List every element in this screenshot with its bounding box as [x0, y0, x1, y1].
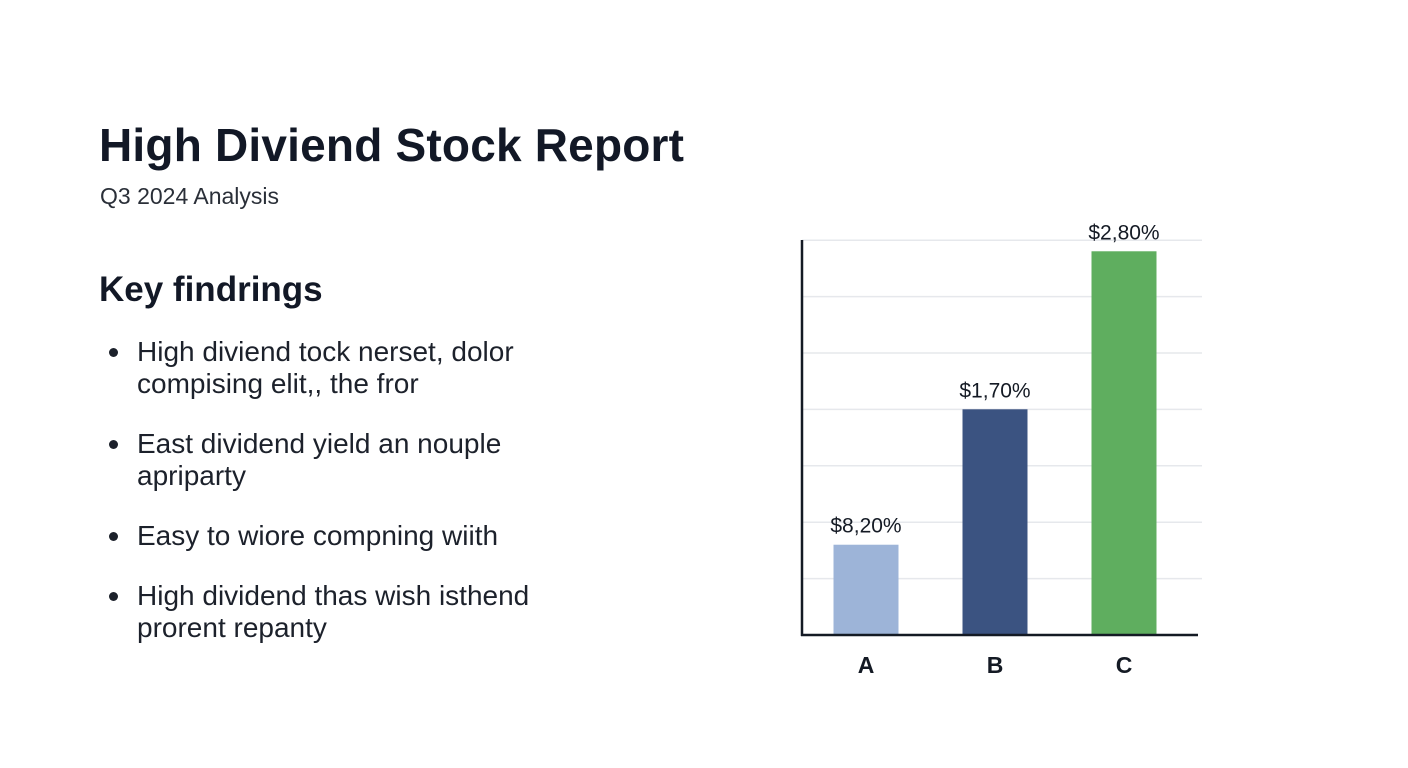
- data-label-a: $8,20%: [830, 515, 901, 538]
- x-tick-label-a: A: [858, 652, 875, 678]
- finding-text: High diviend tock nerset, dolor compisin…: [137, 336, 514, 399]
- x-tick-label-c: C: [1116, 652, 1133, 678]
- finding-item: High dividend thas wish isthend prorent …: [109, 580, 609, 644]
- finding-item: Easy to wiore compning wiith: [109, 520, 609, 552]
- bar-a: [833, 544, 899, 635]
- report-title: High Diviend Stock Report: [99, 119, 685, 171]
- dividend-bar-chart: $8,20% A $1,70% B $2,80% C: [760, 200, 1240, 700]
- bullet-icon: [109, 532, 118, 541]
- finding-item: East dividend yield an nouple apriparty: [109, 428, 609, 492]
- bar-b: [962, 409, 1028, 635]
- key-findings-heading: Key findrings: [99, 270, 323, 309]
- key-findings-list: High diviend tock nerset, dolor compisin…: [109, 336, 609, 672]
- finding-text: High dividend thas wish isthend prorent …: [137, 580, 530, 643]
- bullet-icon: [109, 440, 118, 449]
- finding-text: Easy to wiore compning wiith: [137, 520, 499, 551]
- finding-item: High diviend tock nerset, dolor compisin…: [109, 336, 609, 400]
- finding-text: East dividend yield an nouple apriparty: [137, 428, 502, 491]
- x-tick-label-b: B: [987, 652, 1004, 678]
- bullet-icon: [109, 348, 118, 357]
- bar-chart-svg: $8,20% A $1,70% B $2,80% C: [800, 221, 1202, 678]
- data-label-b: $1,70%: [959, 379, 1030, 402]
- report-subtitle: Q3 2024 Analysis: [100, 183, 280, 209]
- bar-c: [1091, 251, 1157, 635]
- data-label-c: $2,80%: [1088, 221, 1159, 244]
- bullet-icon: [109, 592, 118, 601]
